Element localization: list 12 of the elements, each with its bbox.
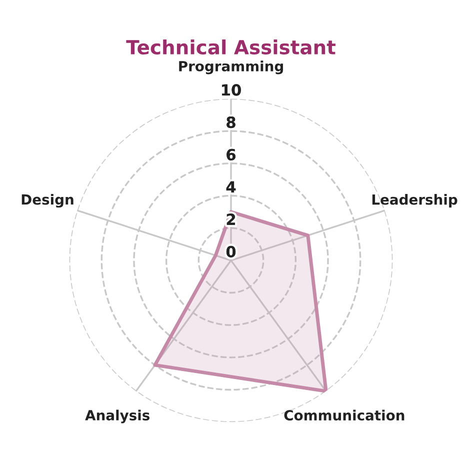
spoke-label: Analysis (85, 410, 150, 424)
y-tick-label: 8 (226, 116, 236, 128)
spoke-label: Design (22, 194, 74, 208)
y-tick-label: 0 (226, 246, 236, 258)
spoke-label: Communication (284, 410, 404, 421)
spoke-label: Programming (179, 60, 283, 74)
spoke-label: Leadership (372, 194, 458, 208)
y-tick-label: 2 (226, 214, 235, 225)
y-tick-label: 6 (226, 148, 236, 160)
y-tick-label: 4 (226, 181, 236, 193)
y-tick-label: 10 (222, 84, 241, 96)
chart-title: Technical Assistant (126, 39, 336, 55)
